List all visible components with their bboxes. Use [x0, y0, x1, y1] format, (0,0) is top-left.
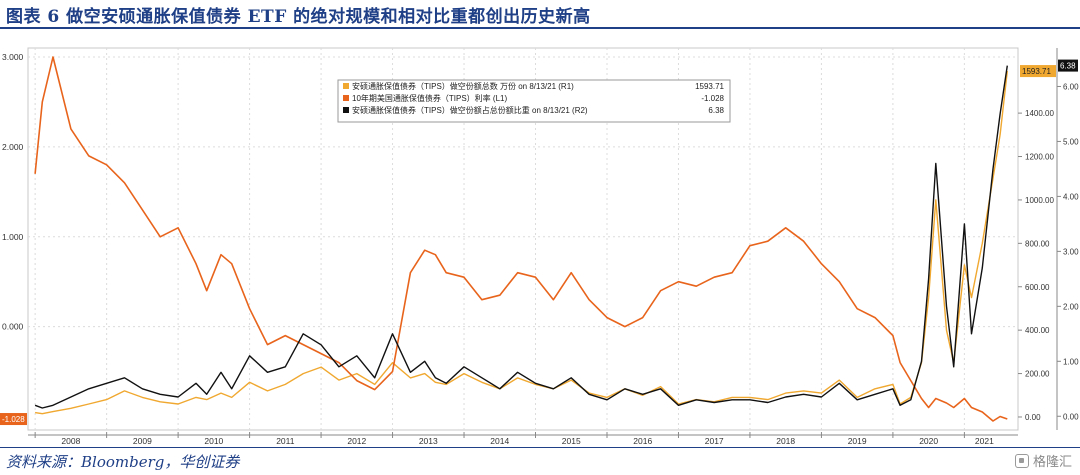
- r1-tick-label: 600.00: [1025, 283, 1050, 292]
- legend-value: -1.028: [701, 94, 724, 103]
- watermark: 格隆汇: [1014, 451, 1072, 470]
- tips-short-chart: 3.000 2.000 1.000 0.000 1400.00 1200.00 1000.…: [0, 30, 1080, 447]
- series-line-r2: [34, 65, 1008, 409]
- r2-tick-label: 4.00: [1063, 192, 1079, 201]
- watermark-text: 格隆汇: [1032, 455, 1072, 470]
- x-tick-label: 2016: [633, 436, 652, 446]
- left-axis: 3.000 2.000 1.000 0.000: [2, 52, 24, 332]
- x-tick-label: 2008: [61, 436, 80, 446]
- legend-label: 10年期美国通胀保值债券（TIPS）利率 (L1): [352, 93, 507, 103]
- legend-value: 1593.71: [695, 82, 724, 91]
- x-tick-label: 2011: [276, 436, 295, 446]
- legend-box: [337, 79, 731, 123]
- series-layer: [34, 56, 1008, 422]
- r2-tick-label: 5.00: [1063, 137, 1079, 146]
- legend-value: 6.38: [708, 106, 724, 115]
- chart-legend: 安硕通胀保值债券（TIPS）做空份额总数 万份 on 8/13/21 (R1) 1…: [337, 79, 731, 123]
- x-tick-label: 2010: [204, 436, 223, 446]
- x-tick-label: 2017: [705, 436, 724, 446]
- legend-label: 安硕通胀保值债券（TIPS）做空份额总数 万份 on 8/13/21 (R1): [352, 81, 574, 91]
- plot-frame: [27, 47, 1019, 431]
- title-divider: [0, 27, 1080, 29]
- left-tick-label: 3.000: [2, 52, 24, 62]
- x-axis: 2008 2009 2010 2011 2012 2013 2014 2015 2016 2017…: [28, 432, 1018, 446]
- right-axis-r2: 6.00 5.00 4.00 3.00 2.00 1.00 0.00: [1056, 48, 1079, 430]
- legend-swatch: [343, 95, 349, 101]
- r2-tick-label: 1.00: [1063, 357, 1079, 366]
- r1-tick-label: 400.00: [1025, 326, 1050, 335]
- legend-swatch: [343, 107, 349, 113]
- figure-title: 图表 6 做空安硕通胀保值债券 ETF 的绝对规模和相对比重都创出历史新高: [6, 7, 591, 27]
- x-tick-label: 2013: [419, 436, 438, 446]
- left-tick-label: 1.000: [2, 232, 24, 242]
- value-callouts: -1.028 1593.71 6.38: [0, 59, 1078, 426]
- r1-tick-label: 1400.00: [1025, 109, 1054, 118]
- x-tick-label: 2012: [347, 436, 366, 446]
- r1-callout-box: [1020, 65, 1056, 78]
- chart-grid: [27, 47, 1019, 431]
- x-tick-label: 2014: [490, 436, 509, 446]
- left-callout-box: [0, 413, 27, 426]
- legend-label: 安硕通胀保值债券（TIPS）做空份额占总份额比重 on 8/13/21 (R2): [352, 105, 588, 115]
- r2-callout-label: 6.38: [1060, 62, 1076, 71]
- r2-callout-box: [1058, 59, 1078, 72]
- r1-tick-label: 200.00: [1025, 370, 1050, 379]
- r1-callout-label: 1593.71: [1022, 67, 1051, 76]
- x-tick-label: 2019: [848, 436, 867, 446]
- r1-tick-label: 0.00: [1025, 413, 1041, 422]
- x-tick-label: 2020: [919, 436, 938, 446]
- left-callout-label: -1.028: [2, 415, 25, 424]
- r2-tick-label: 3.00: [1063, 247, 1079, 256]
- x-tick-label: 2009: [133, 436, 152, 446]
- x-tick-label: 2018: [776, 436, 795, 446]
- source-note: 资料来源：Bloomberg，华创证券: [6, 453, 240, 471]
- source-divider: [0, 447, 1080, 448]
- r2-tick-label: 0.00: [1063, 412, 1079, 421]
- legend-swatch: [343, 83, 349, 89]
- left-tick-label: 2.000: [2, 142, 24, 152]
- right-axis-r1: 1400.00 1200.00 1000.00 800.00 600.00 400.00 2…: [1018, 109, 1054, 422]
- r1-tick-label: 1000.00: [1025, 196, 1054, 205]
- left-tick-label: 0.000: [2, 322, 24, 332]
- r2-tick-label: 6.00: [1063, 82, 1079, 91]
- x-tick-label: 2021: [975, 436, 994, 446]
- r2-tick-label: 2.00: [1063, 302, 1079, 311]
- r1-tick-label: 1200.00: [1025, 153, 1054, 162]
- watermark-logo-icon: [1014, 453, 1029, 468]
- x-tick-label: 2015: [562, 436, 581, 446]
- r1-tick-label: 800.00: [1025, 239, 1050, 248]
